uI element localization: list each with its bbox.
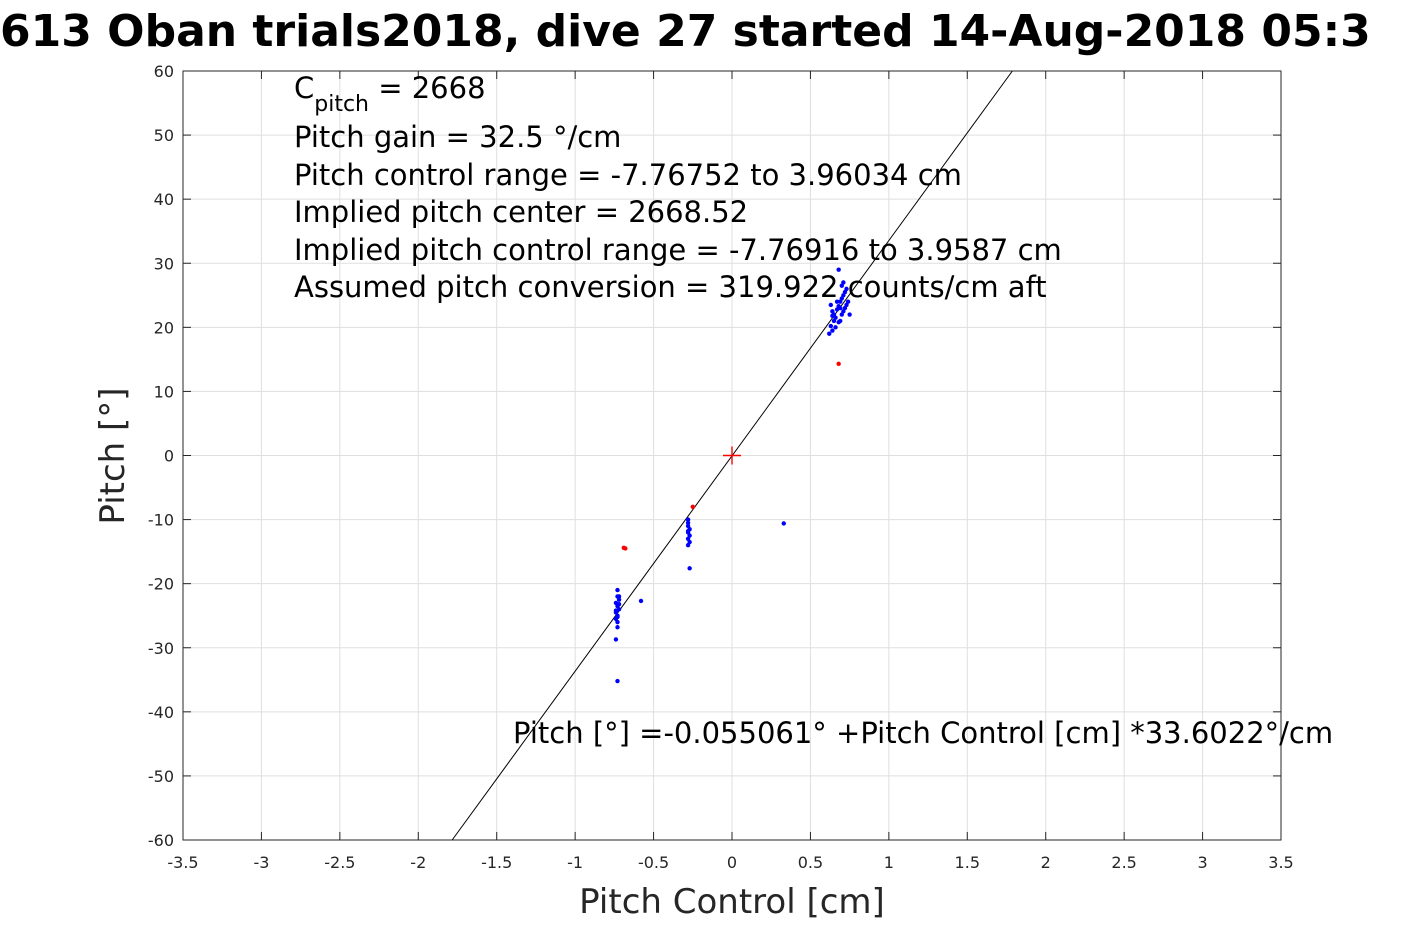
data-point bbox=[615, 587, 620, 593]
data-point bbox=[638, 598, 644, 604]
data-point bbox=[616, 597, 622, 602]
data-point bbox=[623, 546, 628, 551]
data-point bbox=[828, 323, 834, 329]
data-point bbox=[615, 678, 620, 684]
y-tick-label: 30 bbox=[154, 254, 174, 273]
x-tick-label: -2 bbox=[410, 853, 426, 872]
x-tick-label: 3.5 bbox=[1268, 853, 1293, 872]
y-axis-ticks: -60 -50 -40 -30 -20 -10 0 10 20 30 40 50 60 bbox=[148, 62, 1281, 850]
data-point bbox=[834, 299, 840, 304]
y-tick-label: -40 bbox=[148, 703, 174, 722]
data-point bbox=[836, 361, 841, 367]
y-tick-label: 60 bbox=[154, 62, 174, 81]
data-point bbox=[836, 320, 841, 325]
data-point bbox=[613, 637, 619, 642]
x-axis-ticks: -3.5 -3 -2.5 -2 -1.5 -1 -0.5 0 0.5 1 1.5 2 2.5 3 3.5 bbox=[167, 71, 1294, 872]
data-point bbox=[685, 520, 691, 525]
data-point bbox=[616, 601, 622, 607]
data-point bbox=[830, 313, 835, 318]
x-tick-label: 2.5 bbox=[1111, 853, 1136, 872]
data-point bbox=[615, 614, 620, 620]
data-point bbox=[616, 594, 622, 599]
data-point bbox=[685, 528, 691, 534]
data-point bbox=[831, 318, 837, 324]
data-point bbox=[687, 566, 692, 571]
cpitch-main: C bbox=[294, 71, 314, 105]
x-tick-label: -0.5 bbox=[638, 853, 669, 872]
data-point bbox=[836, 267, 841, 272]
y-tick-label: 40 bbox=[154, 190, 174, 209]
y-tick-label: -30 bbox=[148, 639, 174, 658]
implied-pitch-center-annotation: Implied pitch center = 2668.52 bbox=[294, 195, 748, 229]
y-tick-label: 20 bbox=[154, 318, 174, 337]
x-axis-label: Pitch Control [cm] bbox=[579, 882, 885, 922]
x-tick-label: -1.5 bbox=[481, 853, 512, 872]
x-tick-label: -2.5 bbox=[324, 853, 355, 872]
pitch-gain-annotation: Pitch gain = 32.5 °/cm bbox=[294, 120, 621, 154]
x-tick-label: -3.5 bbox=[167, 853, 198, 872]
x-tick-label: 1 bbox=[884, 853, 894, 872]
implied-pitch-range-annotation: Implied pitch control range = -7.76916 t… bbox=[294, 233, 1062, 267]
y-tick-label: -20 bbox=[148, 575, 174, 594]
pitch-conversion-annotation: Assumed pitch conversion = 319.922 count… bbox=[294, 270, 1047, 304]
cpitch-subscript: pitch bbox=[314, 92, 369, 117]
x-tick-label: 3 bbox=[1197, 853, 1207, 872]
pitch-control-range-annotation: Pitch control range = -7.76752 to 3.9603… bbox=[294, 158, 962, 192]
x-tick-label: -1 bbox=[567, 853, 583, 872]
data-point bbox=[838, 305, 843, 311]
data-point bbox=[685, 517, 691, 522]
y-tick-label: 0 bbox=[164, 447, 174, 466]
x-tick-label: 0.5 bbox=[798, 853, 823, 872]
x-tick-label: 0 bbox=[727, 853, 737, 872]
center-marker-group bbox=[723, 446, 741, 465]
data-point bbox=[615, 625, 620, 630]
data-point bbox=[827, 331, 832, 336]
y-tick-label: -60 bbox=[148, 831, 174, 850]
data-point bbox=[830, 328, 835, 333]
data-point bbox=[690, 504, 695, 509]
data-point bbox=[613, 608, 619, 613]
x-tick-label: 1.5 bbox=[955, 853, 980, 872]
chart-title: 613 Oban trials2018, dive 27 started 14-… bbox=[0, 6, 1371, 57]
scatter-points bbox=[613, 267, 852, 684]
data-point bbox=[841, 309, 846, 314]
y-tick-label: 50 bbox=[154, 126, 174, 145]
data-point bbox=[844, 302, 849, 308]
data-point bbox=[833, 325, 838, 330]
cpitch-value: = 2668 bbox=[369, 71, 486, 105]
data-point bbox=[781, 521, 786, 526]
data-point bbox=[615, 619, 620, 625]
y-tick-label: -50 bbox=[148, 767, 174, 786]
y-tick-label: -10 bbox=[148, 511, 174, 530]
y-axis-label: Pitch [°] bbox=[93, 387, 133, 524]
x-tick-label: -3 bbox=[253, 853, 269, 872]
data-point bbox=[847, 312, 852, 317]
cpitch-annotation: Cpitch = 2668 bbox=[294, 71, 486, 117]
y-tick-label: 10 bbox=[154, 382, 174, 401]
data-point bbox=[839, 283, 844, 288]
data-point bbox=[844, 286, 849, 292]
x-tick-label: 2 bbox=[1041, 853, 1051, 872]
grid-lines bbox=[182, 70, 1282, 841]
data-point bbox=[685, 543, 691, 548]
fit-equation-annotation: Pitch [°] =-0.055061° +Pitch Control [cm… bbox=[513, 716, 1333, 750]
data-point bbox=[828, 302, 834, 308]
